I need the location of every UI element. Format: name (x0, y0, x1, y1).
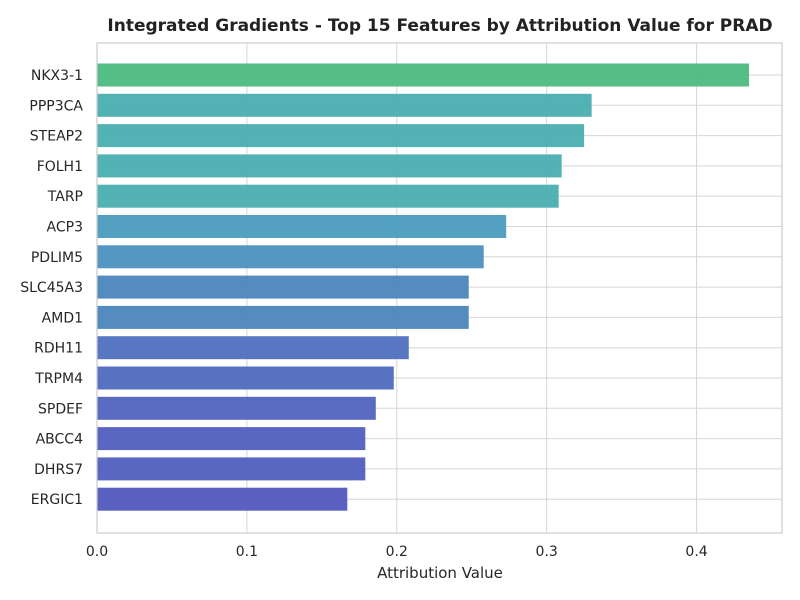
y-tick-label: RDH11 (34, 341, 83, 357)
y-tick-label: FOLH1 (37, 159, 83, 175)
y-tick-labels: NKX3-1 PPP3CA STEAP2 FOLH1 TARP ACP3 PDLIM5 SLC… (20, 68, 83, 508)
bar-slc45a3 (97, 275, 469, 299)
bar-abcc4 (97, 427, 366, 451)
y-tick-label: STEAP2 (30, 129, 83, 145)
y-tick-label: ABCC4 (36, 432, 83, 448)
y-tick-label: TRPM4 (34, 371, 83, 387)
y-tick-label: SLC45A3 (20, 280, 83, 296)
bar-amd1 (97, 305, 469, 329)
plot-frame (96, 42, 783, 534)
bars (97, 63, 750, 511)
bar-trpm4 (97, 366, 394, 390)
bar-tarp (97, 184, 559, 208)
bar-pdlim5 (97, 245, 484, 269)
y-tick-label: TARP (47, 189, 83, 205)
y-tick-label: AMD1 (42, 310, 83, 326)
y-tick-label: ERGIC1 (31, 492, 83, 508)
y-tick-label: SPDEF (38, 401, 83, 417)
bar-spdef (97, 396, 376, 420)
bar-ergic1 (97, 487, 348, 511)
bar-steap2 (97, 124, 585, 148)
bar-folh1 (97, 154, 562, 178)
x-tick-label: 0.0 (86, 544, 108, 560)
y-tick-label: ACP3 (47, 220, 83, 236)
y-tick-label: NKX3-1 (31, 68, 83, 84)
bar-acp3 (97, 215, 507, 238)
x-tick-label: 0.1 (236, 544, 258, 560)
bar-rdh11 (97, 336, 409, 360)
chart-title: Integrated Gradients - Top 15 Features b… (107, 16, 772, 36)
x-axis-label: Attribution Value (377, 564, 503, 582)
y-tick-label: DHRS7 (34, 462, 83, 478)
bar-nkx3-1 (97, 63, 750, 87)
x-tick-labels: 0.0 0.1 0.2 0.3 0.4 (86, 544, 708, 560)
y-tick-label: PDLIM5 (31, 250, 83, 266)
x-tick-label: 0.2 (386, 544, 408, 560)
x-tick-label: 0.4 (685, 544, 707, 560)
y-tick-label: PPP3CA (29, 98, 83, 114)
bar-dhrs7 (97, 457, 366, 481)
x-tick-label: 0.3 (536, 544, 558, 560)
bar-ppp3ca (97, 93, 592, 117)
